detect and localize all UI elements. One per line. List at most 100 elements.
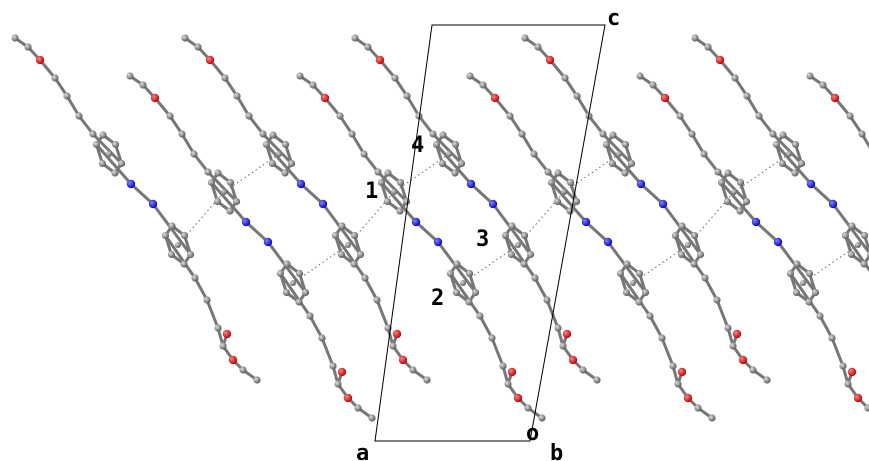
atom bbox=[479, 81, 486, 88]
atom bbox=[89, 130, 96, 137]
atom bbox=[736, 207, 743, 214]
atom bbox=[350, 260, 357, 267]
atom bbox=[773, 141, 780, 148]
atom bbox=[842, 232, 849, 239]
atom bbox=[524, 404, 531, 411]
atom bbox=[75, 112, 82, 119]
atom bbox=[672, 232, 679, 239]
atom bbox=[691, 232, 698, 239]
atom bbox=[623, 289, 630, 296]
atom bbox=[635, 298, 642, 305]
axis-label: b bbox=[550, 441, 563, 461]
atom bbox=[806, 270, 813, 277]
centroid bbox=[276, 151, 282, 157]
atom bbox=[819, 81, 826, 88]
atom bbox=[296, 270, 303, 277]
centroid bbox=[800, 280, 806, 286]
atom bbox=[769, 130, 776, 137]
atom bbox=[118, 160, 125, 167]
atom bbox=[214, 324, 221, 331]
atom bbox=[318, 334, 325, 341]
atom bbox=[467, 180, 475, 188]
atom bbox=[354, 404, 361, 411]
atom bbox=[453, 260, 460, 267]
atom bbox=[368, 414, 375, 421]
atom bbox=[846, 112, 853, 119]
atom bbox=[563, 330, 571, 338]
atom bbox=[603, 141, 610, 148]
atom bbox=[844, 380, 851, 387]
atom bbox=[214, 198, 221, 205]
centroid bbox=[561, 189, 567, 195]
atom bbox=[569, 356, 577, 364]
atom bbox=[139, 81, 146, 88]
origin-label: o bbox=[526, 421, 539, 446]
atom bbox=[269, 131, 276, 138]
atom bbox=[452, 141, 459, 148]
atom bbox=[506, 112, 513, 119]
atom bbox=[661, 94, 669, 102]
atom bbox=[658, 334, 665, 341]
atom bbox=[508, 222, 515, 229]
atom bbox=[233, 92, 240, 99]
atom bbox=[99, 160, 106, 167]
atom bbox=[659, 200, 667, 208]
atom bbox=[669, 362, 676, 369]
atom bbox=[214, 169, 221, 176]
atom bbox=[554, 198, 561, 205]
atom bbox=[860, 260, 867, 267]
atom bbox=[206, 56, 214, 64]
atom bbox=[393, 330, 401, 338]
atom bbox=[178, 130, 185, 137]
atom bbox=[36, 56, 44, 64]
atom bbox=[724, 198, 731, 205]
atom bbox=[609, 131, 616, 138]
atom bbox=[491, 94, 499, 102]
atom bbox=[439, 131, 446, 138]
centroid bbox=[446, 151, 452, 157]
atom bbox=[704, 43, 711, 50]
atom bbox=[567, 179, 574, 186]
atom bbox=[412, 218, 420, 226]
atom bbox=[499, 362, 506, 369]
atom bbox=[296, 72, 303, 79]
atom bbox=[489, 200, 497, 208]
atom bbox=[336, 112, 343, 119]
atom bbox=[338, 251, 345, 258]
atom bbox=[187, 251, 194, 258]
atom bbox=[488, 334, 495, 341]
centroid bbox=[630, 280, 636, 286]
atom bbox=[465, 298, 472, 305]
atom bbox=[112, 141, 119, 148]
atom bbox=[521, 34, 528, 41]
centroid bbox=[221, 189, 227, 195]
atom bbox=[779, 131, 786, 138]
atom bbox=[806, 72, 813, 79]
atom bbox=[561, 74, 568, 81]
centroid bbox=[345, 242, 351, 248]
atom bbox=[439, 160, 446, 167]
packing-diagram: c a b o 1 2 3 4 bbox=[0, 0, 869, 461]
atom bbox=[848, 251, 855, 258]
centroid bbox=[786, 151, 792, 157]
atom bbox=[396, 207, 403, 214]
atom bbox=[678, 222, 685, 229]
centroid bbox=[515, 242, 521, 248]
atom bbox=[288, 160, 295, 167]
atom bbox=[321, 94, 329, 102]
atom bbox=[599, 130, 606, 137]
atom bbox=[433, 141, 440, 148]
atom bbox=[749, 366, 756, 373]
axis-label: a bbox=[356, 441, 369, 461]
centroid bbox=[731, 189, 737, 195]
atom bbox=[357, 251, 364, 258]
atom bbox=[538, 414, 545, 421]
atom bbox=[622, 141, 629, 148]
atom bbox=[579, 366, 586, 373]
atom bbox=[763, 376, 770, 383]
atom bbox=[737, 179, 744, 186]
atom bbox=[701, 274, 708, 281]
atom bbox=[191, 274, 198, 281]
atom bbox=[190, 150, 197, 157]
atom bbox=[93, 141, 100, 148]
